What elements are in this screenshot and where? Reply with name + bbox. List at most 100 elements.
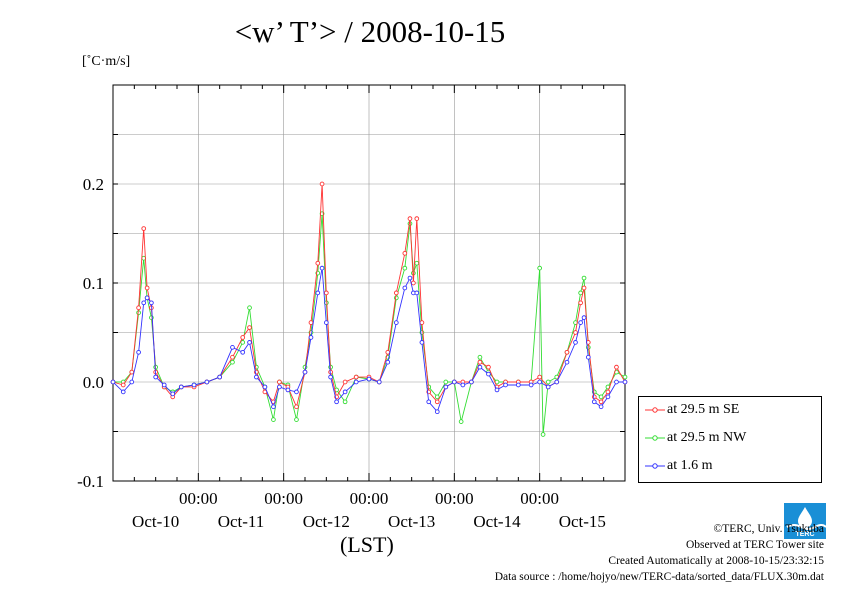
credits: ©TERC, Univ. Tsukuba Observed at TERC To…	[495, 521, 824, 585]
data-point	[426, 399, 432, 405]
data-point	[271, 404, 276, 410]
data-point	[315, 260, 321, 266]
data-point	[622, 379, 628, 385]
data-point	[191, 382, 197, 388]
data-point	[277, 384, 282, 390]
x-day-label: Oct-10	[132, 512, 179, 531]
data-point	[540, 432, 546, 437]
data-point	[262, 384, 268, 390]
data-point	[503, 382, 508, 388]
data-point	[528, 382, 534, 388]
data-point	[414, 216, 420, 221]
data-point	[385, 359, 391, 365]
data-point	[144, 285, 150, 291]
y-tick-label: -0.1	[77, 472, 104, 491]
data-point	[486, 371, 491, 377]
data-point	[277, 379, 282, 385]
data-point	[460, 382, 466, 388]
data-point	[294, 404, 299, 410]
data-point	[554, 379, 560, 385]
data-point	[129, 369, 135, 375]
data-point	[334, 399, 339, 405]
data-point	[537, 379, 543, 385]
data-point	[254, 374, 259, 380]
legend-swatch-nw	[645, 435, 665, 441]
data-point	[598, 394, 604, 400]
data-point	[458, 419, 464, 424]
data-point	[240, 335, 246, 340]
data-point	[419, 320, 425, 325]
data-point	[240, 340, 246, 345]
x-axis-title: (LST)	[340, 532, 394, 557]
data-point	[537, 374, 543, 380]
data-point	[294, 417, 299, 422]
data-point	[230, 359, 235, 365]
legend: at 29.5 m SE at 29.5 m NW at 1.6 m	[638, 396, 822, 483]
credit-created: Created Automatically at 2008-10-15/23:3…	[608, 555, 824, 567]
data-point	[578, 300, 583, 306]
data-point	[591, 394, 597, 400]
data-point	[161, 382, 167, 388]
data-point	[129, 379, 135, 385]
data-point	[271, 417, 276, 422]
legend-item-se: at 29.5 m SE	[645, 402, 739, 422]
data-point	[393, 290, 399, 296]
data-point	[319, 181, 325, 187]
data-point	[564, 349, 570, 355]
y-tick-label: 0.0	[83, 373, 104, 392]
credit-copyright: ©TERC, Univ. Tsukuba	[713, 523, 824, 535]
data-point	[605, 389, 611, 395]
data-point	[581, 275, 587, 281]
data-point	[515, 382, 521, 388]
data-point	[598, 404, 604, 410]
y-tick-label: 0.1	[83, 274, 104, 293]
data-point	[414, 260, 420, 266]
data-point	[564, 359, 570, 365]
data-point	[353, 374, 359, 380]
data-point	[402, 285, 408, 291]
legend-label-nw: at 29.5 m NW	[667, 430, 747, 445]
data-point	[342, 399, 348, 405]
data-point	[136, 305, 141, 311]
data-point	[328, 374, 333, 380]
data-point	[149, 300, 154, 306]
data-point	[204, 379, 210, 385]
chart-title: <w’ T’> / 2008-10-15	[234, 14, 506, 49]
data-point	[247, 325, 252, 330]
data-point	[622, 374, 628, 380]
data-point	[323, 290, 329, 296]
x-day-label: Oct-12	[303, 512, 350, 531]
data-point	[294, 389, 299, 395]
data-point	[285, 387, 291, 393]
data-point	[402, 265, 408, 271]
legend-swatch-se	[645, 407, 665, 413]
data-point	[545, 384, 551, 390]
data-point	[573, 340, 578, 345]
x-tick-time-label: 00:00	[264, 489, 303, 508]
data-point	[353, 379, 359, 385]
data-point	[585, 354, 591, 360]
legend-label-low: at 1.6 m	[667, 458, 713, 473]
credit-observed: Observed at TERC Tower site	[685, 539, 824, 551]
data-point	[411, 280, 416, 286]
data-point	[230, 354, 235, 360]
data-point	[578, 320, 583, 325]
data-point	[247, 305, 252, 311]
data-point	[230, 345, 235, 350]
data-point	[578, 290, 583, 296]
data-point	[240, 349, 246, 355]
data-point	[308, 320, 314, 325]
x-day-label: Oct-14	[473, 512, 521, 531]
data-point	[319, 265, 325, 271]
data-point	[407, 275, 413, 281]
x-day-label: Oct-11	[218, 512, 265, 531]
x-tick-time-label: 00:00	[520, 489, 559, 508]
terc-logo: TERC	[784, 503, 826, 539]
data-point	[573, 330, 578, 335]
data-point	[477, 359, 483, 365]
data-point	[477, 354, 483, 360]
svg-text:TERC: TERC	[795, 531, 814, 538]
data-point	[469, 379, 474, 385]
data-point	[486, 364, 491, 370]
